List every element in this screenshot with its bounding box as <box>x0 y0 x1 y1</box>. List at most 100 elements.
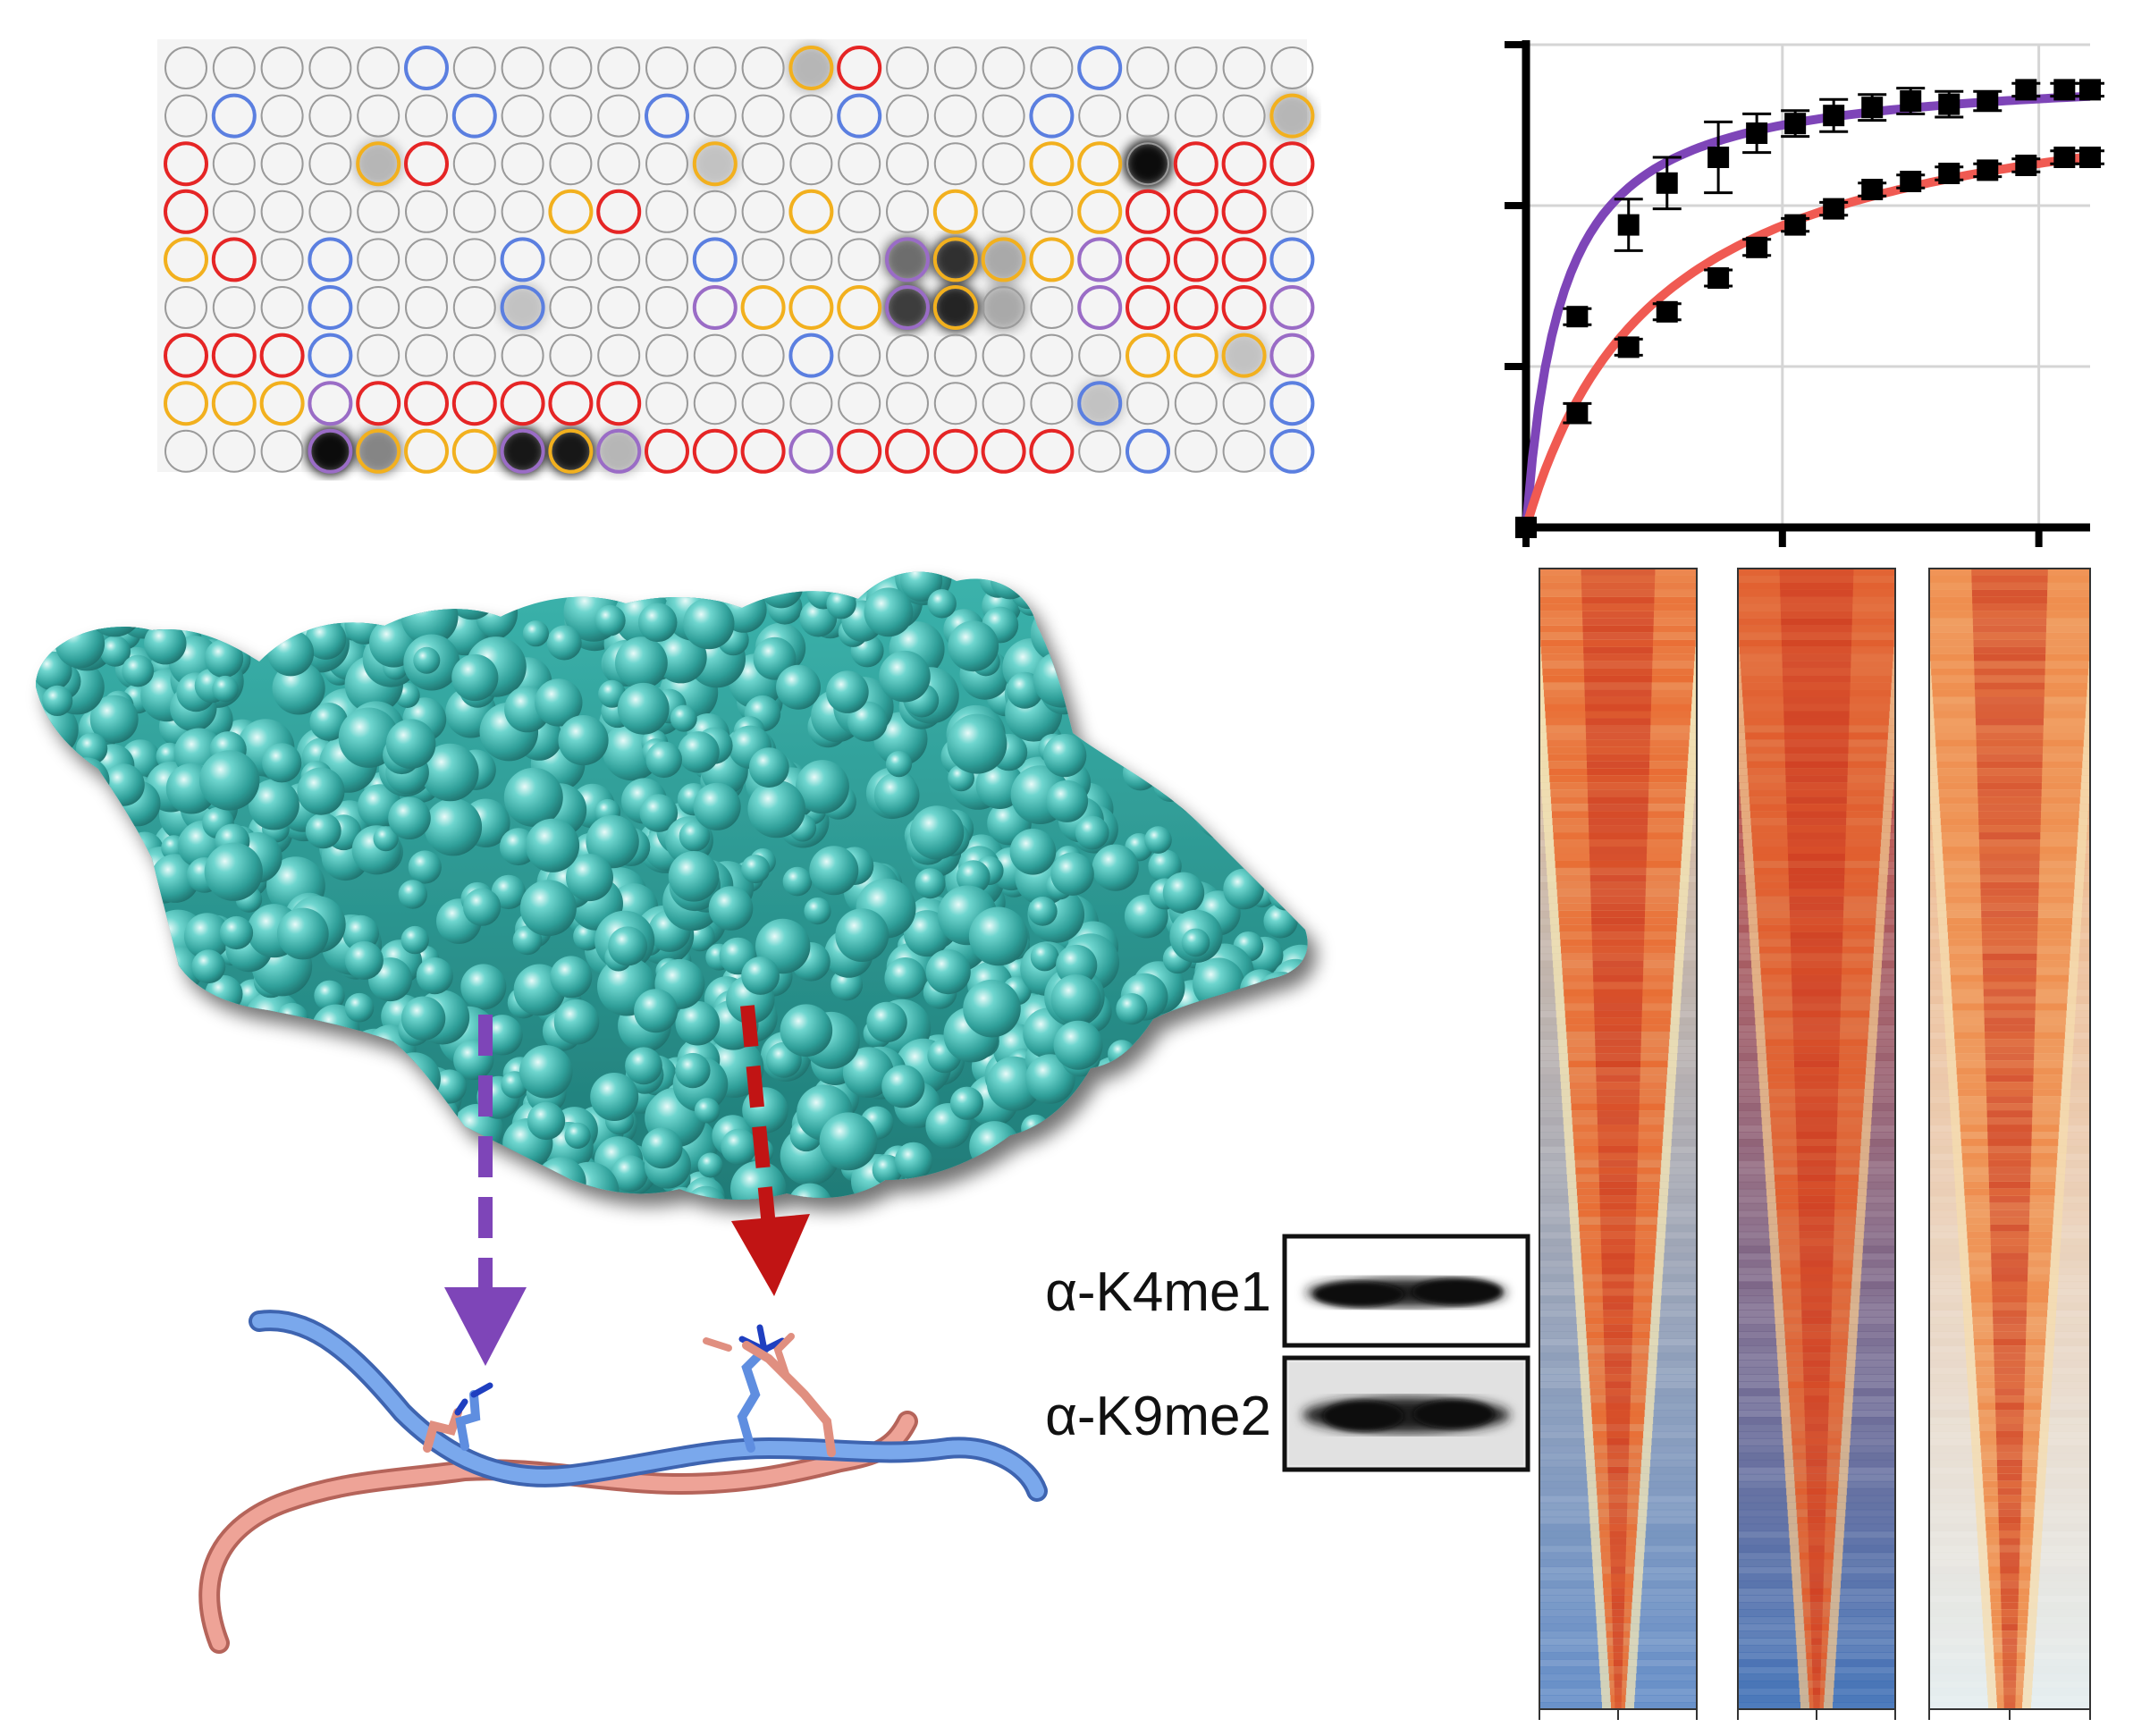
surface-bead <box>1054 1171 1109 1200</box>
surface-bead <box>741 956 780 995</box>
heatmap-row-peak <box>1598 1174 1638 1183</box>
surface-bead <box>385 719 436 769</box>
surface-bead <box>58 959 89 990</box>
heatmap-row-peak <box>1583 661 1653 670</box>
heatmap-row-peak <box>1993 1324 2027 1332</box>
array-ring <box>741 382 785 426</box>
array-ring <box>741 94 785 138</box>
surface-bead <box>697 1152 723 1178</box>
surface-bead <box>1088 1076 1139 1128</box>
surface-bead <box>197 1041 229 1074</box>
heatmap-row-peak <box>1984 1003 2036 1012</box>
heatmap-row-peak <box>1589 874 1647 883</box>
array-ring <box>1269 333 1315 378</box>
surface-bead <box>43 836 79 872</box>
heatmap-row-peak <box>1795 1117 1838 1125</box>
array-ring <box>838 382 881 426</box>
array-ring <box>1126 94 1169 138</box>
heatmap-row-core <box>1571 1103 1665 1111</box>
heatmap-row-peak <box>1596 1067 1640 1075</box>
array-ring <box>164 286 207 329</box>
heatmap-row-peak <box>1595 1032 1641 1040</box>
surface-bead <box>558 715 609 766</box>
array-ring <box>451 381 497 426</box>
heatmap-row-core <box>1974 1345 2045 1353</box>
array-spot <box>1219 331 1269 380</box>
array-ring <box>982 382 1025 426</box>
heatmap-row-peak <box>1789 889 1844 897</box>
surface-bead <box>611 1155 649 1192</box>
array-ring <box>549 94 593 138</box>
heatmap-row-core <box>1549 782 1687 790</box>
surface-bead <box>925 949 971 995</box>
surface-bead <box>451 653 499 702</box>
heatmap-row-peak <box>1781 618 1852 627</box>
array-ring <box>692 428 738 474</box>
array-ring <box>692 237 738 282</box>
surface-bead <box>1081 1091 1112 1121</box>
heatmap-row-core <box>1952 1010 2067 1019</box>
array-ring <box>548 428 594 474</box>
array-ring <box>596 428 642 474</box>
surface-bead <box>1241 1078 1270 1108</box>
heatmap-row-core <box>1580 1231 1657 1240</box>
heatmap-row-peak <box>1978 832 2041 840</box>
surface-bead <box>134 1019 165 1050</box>
heatmap-row-peak <box>1984 1010 2036 1019</box>
heatmap-row-peak <box>1980 874 2039 883</box>
heatmap-row-core <box>1744 725 1889 734</box>
heatmap-row-peak <box>1606 1410 1631 1418</box>
surface-bead <box>36 855 48 897</box>
heatmap-row-peak <box>1788 867 1845 876</box>
heatmap-row-peak <box>1986 1082 2034 1090</box>
surface-bead <box>309 703 349 741</box>
heatmap-row-core <box>1947 924 2072 933</box>
heatmap-row-peak <box>1990 1217 2029 1226</box>
heatmap-row-peak <box>1589 860 1647 869</box>
heatmap-row-peak <box>1988 1167 2031 1176</box>
surface-bead <box>99 571 146 590</box>
heatmap-row-peak <box>1598 1139 1639 1147</box>
array-ring <box>164 189 208 234</box>
surface-bead <box>1292 685 1308 725</box>
heatmap-row-peak <box>1787 832 1846 840</box>
heatmap-row-peak <box>1987 1132 2032 1140</box>
array-ring <box>1222 382 1266 426</box>
heatmap-row-core <box>1563 982 1674 990</box>
surface-bead <box>694 1098 721 1124</box>
heatmap-row-peak <box>1977 761 2043 769</box>
array-ring <box>837 428 882 474</box>
array-ring <box>164 333 208 378</box>
heatmap-row-peak <box>1996 1452 2023 1461</box>
heatmap-row-peak <box>1973 632 2046 641</box>
array-ring <box>645 46 688 89</box>
array-ring <box>885 237 930 282</box>
heatmap-row-core <box>1929 611 2090 619</box>
heatmap-row-core <box>1939 796 2080 805</box>
array-ring <box>1029 428 1075 474</box>
surface-bead <box>1168 720 1194 746</box>
heatmap-row-peak <box>1783 689 1851 698</box>
heatmap-row-peak <box>1801 1317 1832 1325</box>
surface-bead <box>546 625 582 661</box>
heatmap-row-peak <box>1994 1353 2026 1361</box>
heatmap-row-peak <box>1604 1345 1632 1353</box>
heatmap-row-peak <box>1982 953 2037 962</box>
surface-bead <box>1148 849 1182 883</box>
heatmap-row-peak <box>2003 1702 2016 1709</box>
array-ring <box>788 285 834 330</box>
heatmap-row-peak <box>1587 789 1649 797</box>
surface-bead <box>1153 768 1188 802</box>
heatmap-row-peak <box>1779 569 1854 577</box>
heatmap-row-peak <box>1784 732 1849 740</box>
heatmap-row-core <box>1950 960 2070 969</box>
surface-bead <box>38 1080 75 1117</box>
surface-bead <box>36 1029 59 1071</box>
heatmap-row-core <box>1986 1545 2033 1554</box>
surface-bead <box>237 1086 288 1137</box>
heatmap-row-peak <box>1998 1495 2021 1504</box>
array-spot <box>498 283 547 332</box>
heatmap-row-core <box>1738 575 1895 584</box>
heatmap-row-peak <box>1980 881 2039 890</box>
heatmap-row-peak <box>1811 1659 1822 1667</box>
